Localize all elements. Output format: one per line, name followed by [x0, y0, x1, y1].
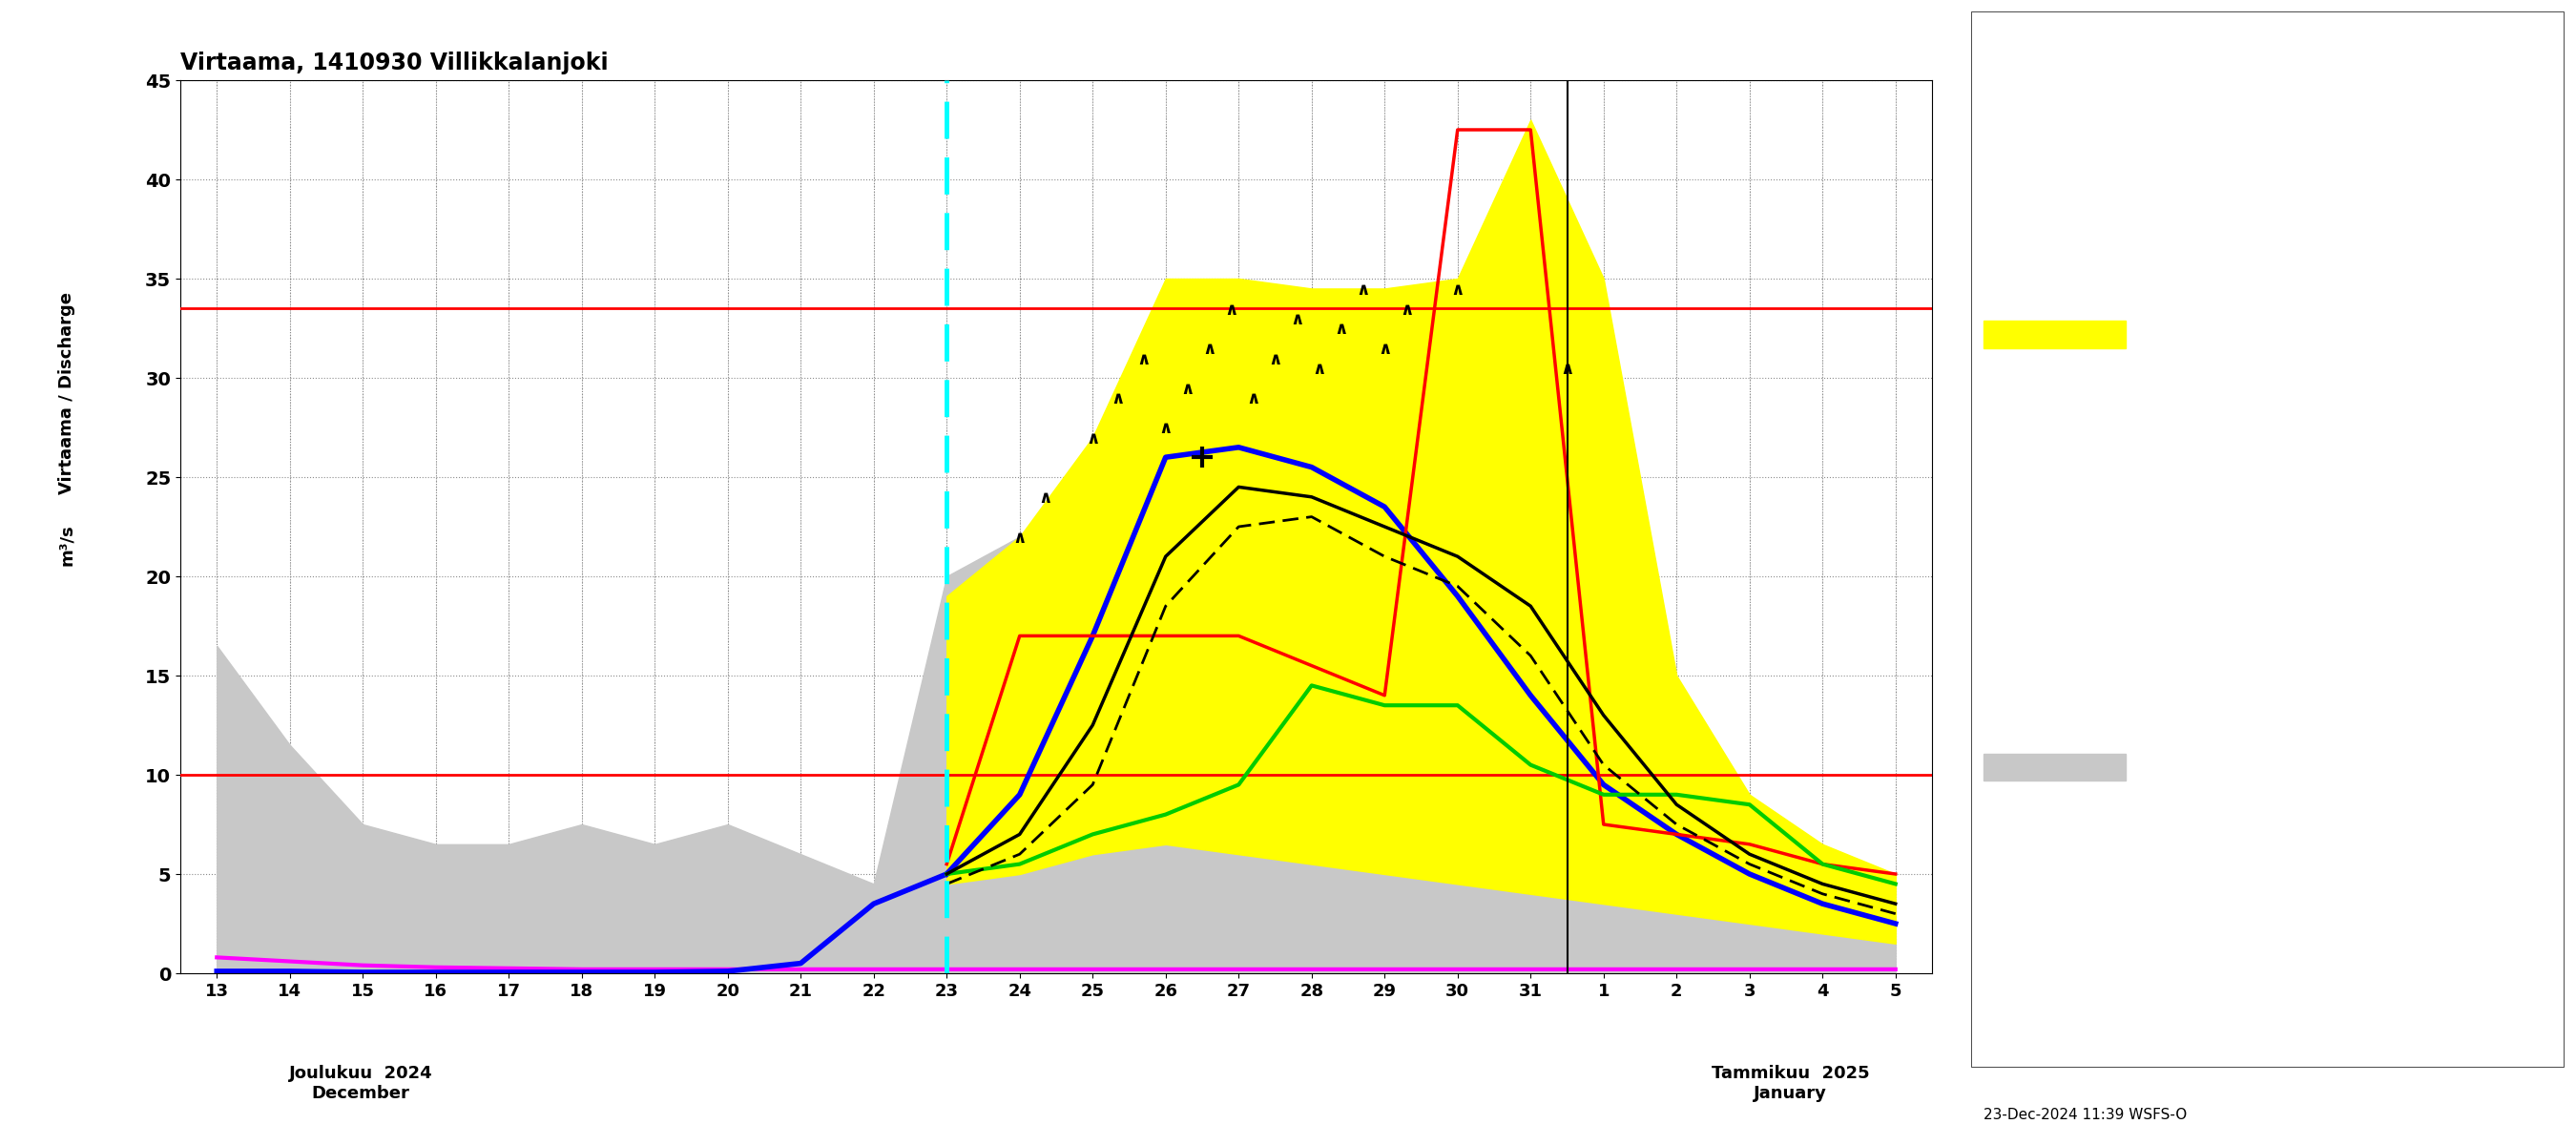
Text: Suurimman huipun ennuste: Suurimman huipun ennuste	[2151, 183, 2354, 197]
Text: ∧: ∧	[1311, 361, 1327, 378]
Text: ∧: ∧	[1180, 380, 1195, 397]
Text: ∧: ∧	[1110, 390, 1126, 408]
Text: ∧: ∧	[2048, 469, 2061, 488]
Text: ∧: ∧	[1334, 321, 1347, 338]
Text: ∧: ∧	[1291, 311, 1303, 329]
Text: ∧: ∧	[1136, 350, 1151, 368]
Text: ∧: ∧	[1038, 490, 1051, 507]
Text: ∧: ∧	[1247, 390, 1260, 408]
Text: ∧: ∧	[1224, 301, 1239, 318]
Text: Ennusteen vaihteleväli: Ennusteen vaihteleväli	[2151, 327, 2318, 341]
Text: ∧: ∧	[1561, 361, 1574, 378]
Text: +: +	[2045, 397, 2063, 416]
Text: ∧: ∧	[1084, 431, 1100, 448]
Text: ∧: ∧	[1355, 282, 1370, 299]
Text: IL sääennust.perustuva: IL sääennust.perustuva	[2151, 616, 2321, 630]
Text: ∧: ∧	[1399, 301, 1414, 318]
Text: Huipun keskiennuste: Huipun keskiennuste	[2151, 111, 2303, 125]
Text: +=Keskimääräinen huippu: +=Keskimääräinen huippu	[2151, 400, 2347, 413]
Text: ∧: ∧	[1012, 529, 1028, 546]
Text: Tammikuu  2025
January: Tammikuu 2025 January	[1710, 1065, 1870, 1101]
Text: ∧=Yksittäinen huippu: ∧=Yksittäinen huippu	[2151, 472, 2311, 485]
Text: Virtaama / Discharge: Virtaama / Discharge	[57, 292, 75, 493]
Text: Simuloitu historia: Simuloitu historia	[2151, 688, 2280, 702]
Text: ∧: ∧	[1159, 420, 1172, 437]
Text: Ennusteen alku: Ennusteen alku	[2151, 39, 2264, 53]
Text: MHQ 33.8 m³/s NHQ 10.3
14.04.1984 HQ 54.6: MHQ 33.8 m³/s NHQ 10.3 14.04.1984 HQ 54.…	[2151, 895, 2334, 927]
Text: Deterministinen ennuste: Deterministinen ennuste	[2151, 544, 2331, 558]
Text: Havaintojen mediaani: Havaintojen mediaani	[2151, 832, 2311, 846]
Text: MNQ 0.04 m³/s HNQ 0.19
10.08.1986 NQ 0.00: MNQ 0.04 m³/s HNQ 0.19 10.08.1986 NQ 0.0…	[2151, 968, 2334, 998]
Text: ∧: ∧	[1267, 350, 1283, 368]
Text: Joulukuu  2024
December: Joulukuu 2024 December	[289, 1065, 433, 1101]
Text: Pienimmän huipun ennuste: Pienimmän huipun ennuste	[2151, 255, 2352, 269]
Text: ∧: ∧	[1450, 282, 1466, 299]
Text: Virtaama, 1410930 Villikkalanjoki: Virtaama, 1410930 Villikkalanjoki	[180, 52, 608, 74]
Text: ∧: ∧	[1203, 341, 1216, 358]
Text: 23-Dec-2024 11:39 WSFS-O: 23-Dec-2024 11:39 WSFS-O	[1984, 1108, 2187, 1122]
Text: ∧: ∧	[1378, 341, 1391, 358]
Text: m³/s: m³/s	[57, 523, 75, 566]
Text: Vaihteleväli 1970-1987
 Havaintoasema 1410930: Vaihteleväli 1970-1987 Havaintoasema 141…	[2151, 752, 2339, 783]
